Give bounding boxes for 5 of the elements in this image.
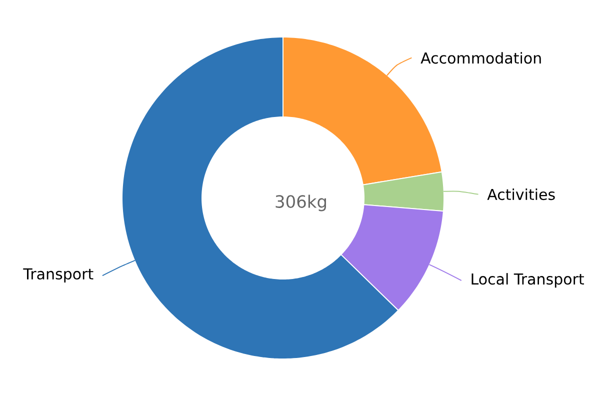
slice-label: Activities	[487, 188, 555, 200]
slice-label: Transport	[23, 268, 94, 282]
slice-label: Local Transport	[472, 273, 584, 288]
text: 306kg	[276, 194, 326, 212]
slice-label: Accommodation	[420, 52, 541, 64]
